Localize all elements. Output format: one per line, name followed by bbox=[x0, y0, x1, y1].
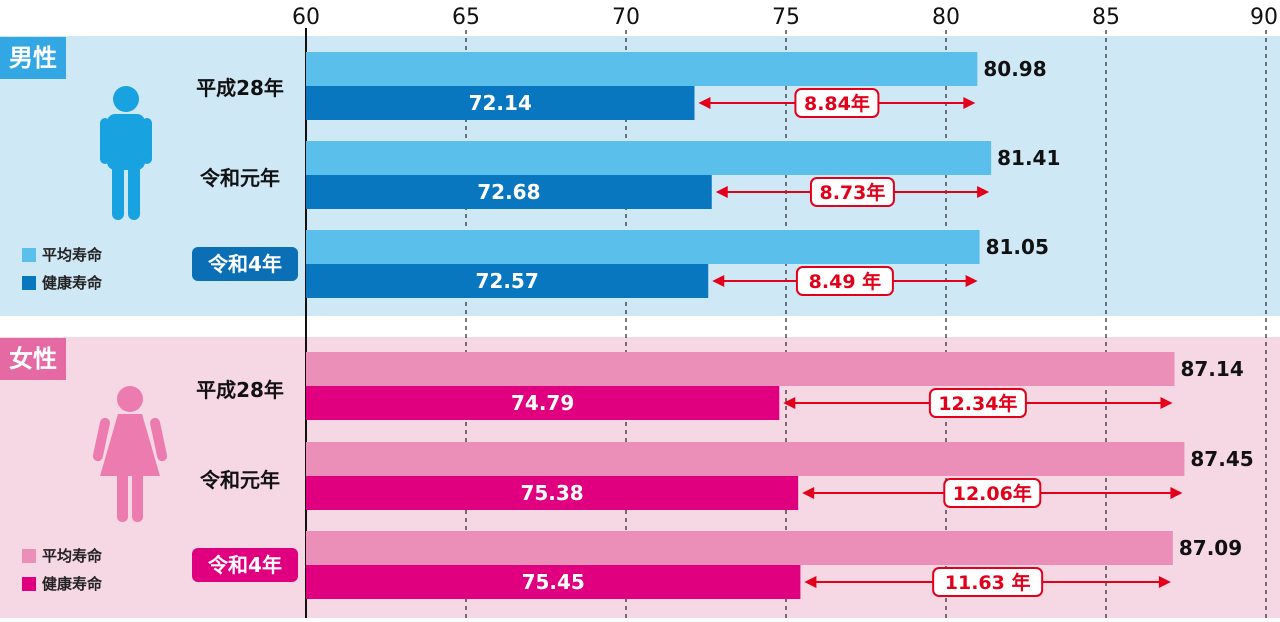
bar-healthy-life-expectancy bbox=[306, 565, 801, 599]
gap-label: 8.49 年 bbox=[809, 270, 882, 293]
gap-label: 8.73年 bbox=[819, 181, 885, 204]
gap-label-box bbox=[809, 177, 895, 207]
female-leg-icon bbox=[132, 470, 143, 522]
bar-healthy-life-expectancy bbox=[306, 476, 799, 510]
bar-healthy-life-expectancy bbox=[306, 264, 709, 298]
x-tick-label: 85 bbox=[1092, 5, 1120, 30]
gap-arrowhead-right bbox=[1160, 397, 1173, 409]
bar-healthy-life-expectancy bbox=[306, 175, 712, 209]
gap-label: 11.63 年 bbox=[945, 571, 1031, 594]
gap-label: 12.34年 bbox=[938, 392, 1017, 415]
data-label-health: 72.68 bbox=[477, 180, 540, 204]
data-label-life: 80.98 bbox=[983, 57, 1046, 81]
gap-label-box bbox=[928, 388, 1027, 418]
gap-label: 12.06年 bbox=[953, 482, 1032, 505]
data-label-health: 72.14 bbox=[469, 91, 532, 115]
x-tick-label: 60 bbox=[292, 5, 320, 30]
bar-healthy-life-expectancy bbox=[306, 386, 780, 420]
bar-life-expectancy bbox=[306, 531, 1173, 565]
female-arm-icon bbox=[150, 417, 168, 462]
data-label-life: 81.41 bbox=[997, 146, 1060, 170]
gap-arrowhead-left bbox=[783, 397, 796, 409]
gap-arrowhead-right bbox=[1170, 487, 1183, 499]
x-tick-label: 65 bbox=[452, 5, 480, 30]
gap-arrowhead-right bbox=[977, 186, 990, 198]
data-label-health: 75.38 bbox=[520, 481, 583, 505]
gap-arrowhead-right bbox=[965, 275, 978, 287]
male-arm-icon bbox=[142, 118, 152, 164]
gap-arrowhead-left bbox=[712, 275, 725, 287]
gap-arrowhead-left bbox=[804, 576, 817, 588]
x-tick-label: 90 bbox=[1250, 5, 1278, 30]
gap-label: 8.84年 bbox=[804, 92, 870, 115]
bar-life-expectancy bbox=[306, 230, 980, 264]
data-label-health: 75.45 bbox=[522, 570, 585, 594]
male-leg-icon bbox=[128, 160, 140, 220]
female-arm-icon bbox=[92, 417, 110, 462]
gap-arrowhead-left bbox=[802, 487, 815, 499]
data-label-health: 72.57 bbox=[475, 269, 538, 293]
gap-label-box bbox=[794, 88, 880, 118]
male-leg-icon bbox=[112, 160, 124, 220]
female-leg-icon bbox=[117, 470, 128, 522]
male-body-icon bbox=[107, 114, 145, 170]
gap-arrowhead-left bbox=[715, 186, 728, 198]
gap-arrowhead-left bbox=[698, 97, 711, 109]
gap-label-box bbox=[932, 567, 1044, 597]
bar-life-expectancy bbox=[306, 141, 992, 175]
x-tick-label: 80 bbox=[932, 5, 960, 30]
data-label-life: 81.05 bbox=[986, 235, 1049, 259]
data-label-life: 87.45 bbox=[1190, 447, 1253, 471]
bar-life-expectancy bbox=[306, 352, 1175, 386]
male-arm-icon bbox=[100, 118, 110, 164]
bar-life-expectancy bbox=[306, 52, 978, 86]
female-dress-icon bbox=[100, 414, 160, 476]
male-figure-icon bbox=[113, 86, 139, 112]
x-tick-label: 75 bbox=[772, 5, 800, 30]
bar-life-expectancy bbox=[306, 442, 1185, 476]
data-label-life: 87.14 bbox=[1180, 357, 1243, 381]
gap-arrowhead-right bbox=[1158, 576, 1171, 588]
gap-label-box bbox=[943, 478, 1042, 508]
gap-label-box bbox=[795, 266, 894, 296]
x-tick-label: 70 bbox=[612, 5, 640, 30]
bar-healthy-life-expectancy bbox=[306, 86, 695, 120]
female-figure-icon bbox=[117, 386, 143, 412]
data-label-life: 87.09 bbox=[1179, 536, 1242, 560]
data-label-health: 74.79 bbox=[511, 391, 574, 415]
gap-arrowhead-right bbox=[963, 97, 976, 109]
